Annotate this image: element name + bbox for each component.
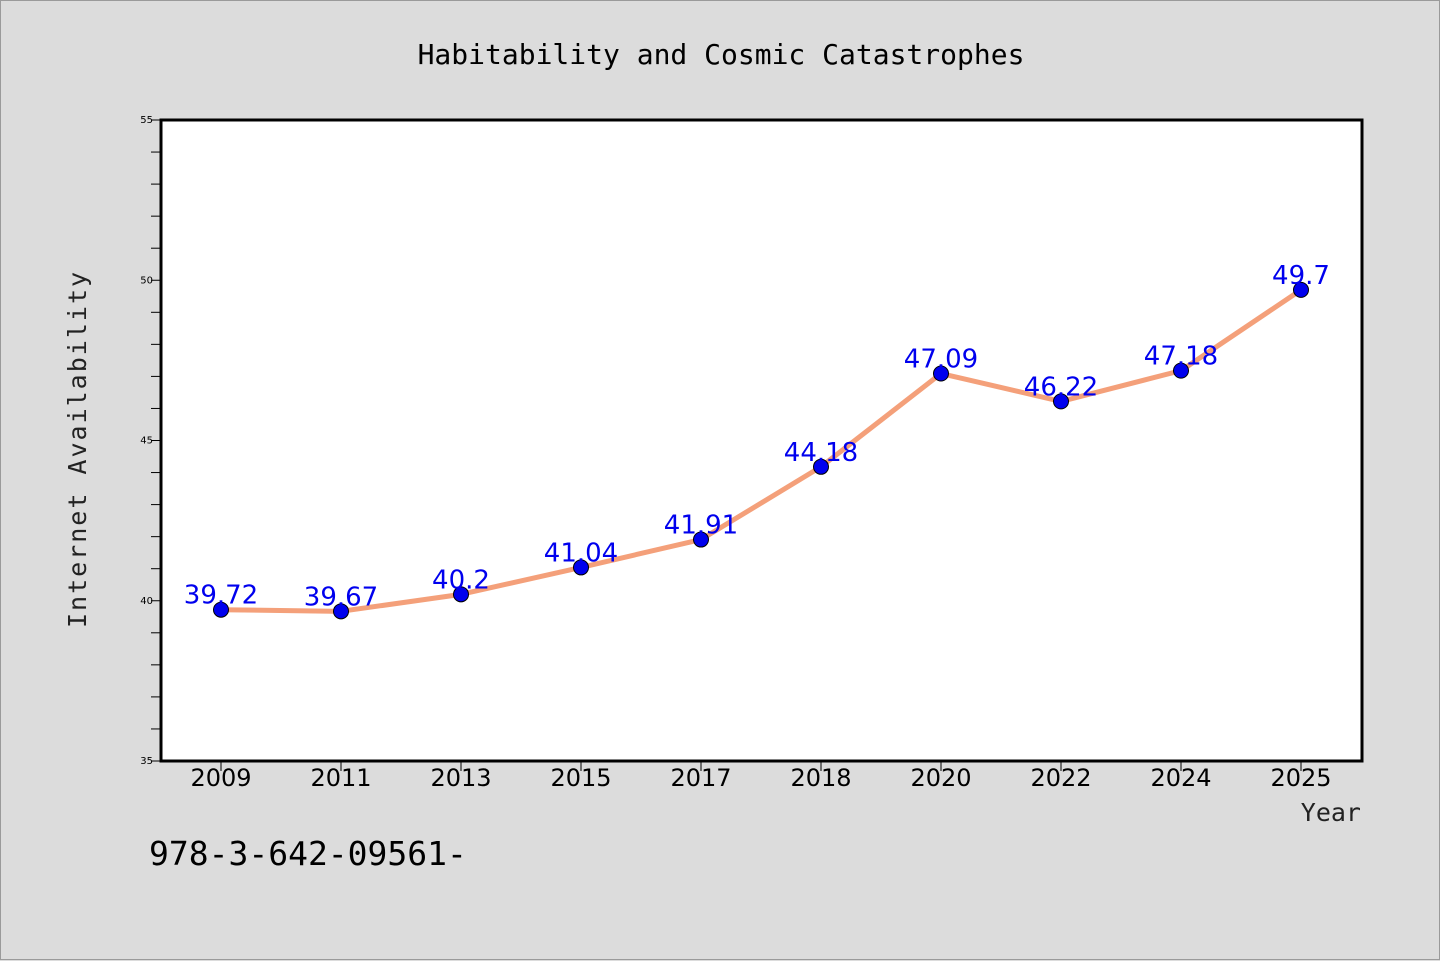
data-point: [1053, 393, 1069, 410]
x-tick-label: 2022: [1030, 764, 1091, 792]
data-point: [1293, 281, 1309, 298]
data-label: 47.09: [904, 345, 978, 375]
x-tick-label: 2024: [1150, 764, 1211, 792]
y-tick-label: 50: [140, 275, 153, 286]
y-tick-label: 45: [140, 436, 153, 447]
x-tick-label: 2013: [430, 764, 491, 792]
x-tick-label: 2025: [1270, 764, 1331, 792]
data-label: 44.18: [784, 438, 858, 468]
x-tick-label: 2009: [190, 764, 251, 792]
data-point: [333, 603, 349, 620]
y-tick-label: 55: [140, 115, 153, 126]
data-point: [213, 601, 229, 618]
y-tick-label: 35: [140, 756, 153, 767]
data-point: [813, 458, 829, 475]
data-label: 41.91: [664, 511, 738, 541]
data-label: 47.18: [1144, 342, 1218, 372]
data-point: [933, 365, 949, 382]
x-tick-label: 2011: [310, 764, 371, 792]
data-point: [573, 559, 589, 576]
data-point: [453, 586, 469, 603]
x-axis-label: Year: [1301, 798, 1361, 827]
data-label: 49.7: [1272, 261, 1330, 291]
x-axis: 2009 2011 2013 2015 2017 2018 2020 2022 2024 2025: [190, 761, 1332, 792]
x-tick-label: 2018: [790, 764, 851, 792]
data-label: 39.72: [184, 581, 258, 611]
data-point: [693, 531, 709, 548]
plot-area: [159, 118, 1364, 763]
y-tick-label: 40: [140, 596, 153, 607]
data-label: 46.22: [1024, 372, 1098, 402]
y-axis: 35 40 45 50 55: [140, 115, 161, 767]
series-layer: 39.72 39.67 40.2 41.04 41.91 44.18 47.09 46.22 4…: [184, 261, 1330, 620]
x-tick-label: 2020: [910, 764, 971, 792]
data-label: 41.04: [544, 538, 618, 568]
y-axis-label: Internet Availability: [63, 270, 92, 628]
data-label: 40.2: [432, 565, 490, 595]
footer-code: 978-3-642-09561-: [149, 834, 467, 873]
data-label: 39.67: [304, 582, 378, 612]
chart-title: Habitability and Cosmic Catastrophes: [418, 38, 1025, 71]
data-point: [1173, 362, 1189, 379]
series-line: [218, 287, 1304, 614]
x-tick-label: 2017: [670, 764, 731, 792]
x-tick-label: 2015: [550, 764, 611, 792]
